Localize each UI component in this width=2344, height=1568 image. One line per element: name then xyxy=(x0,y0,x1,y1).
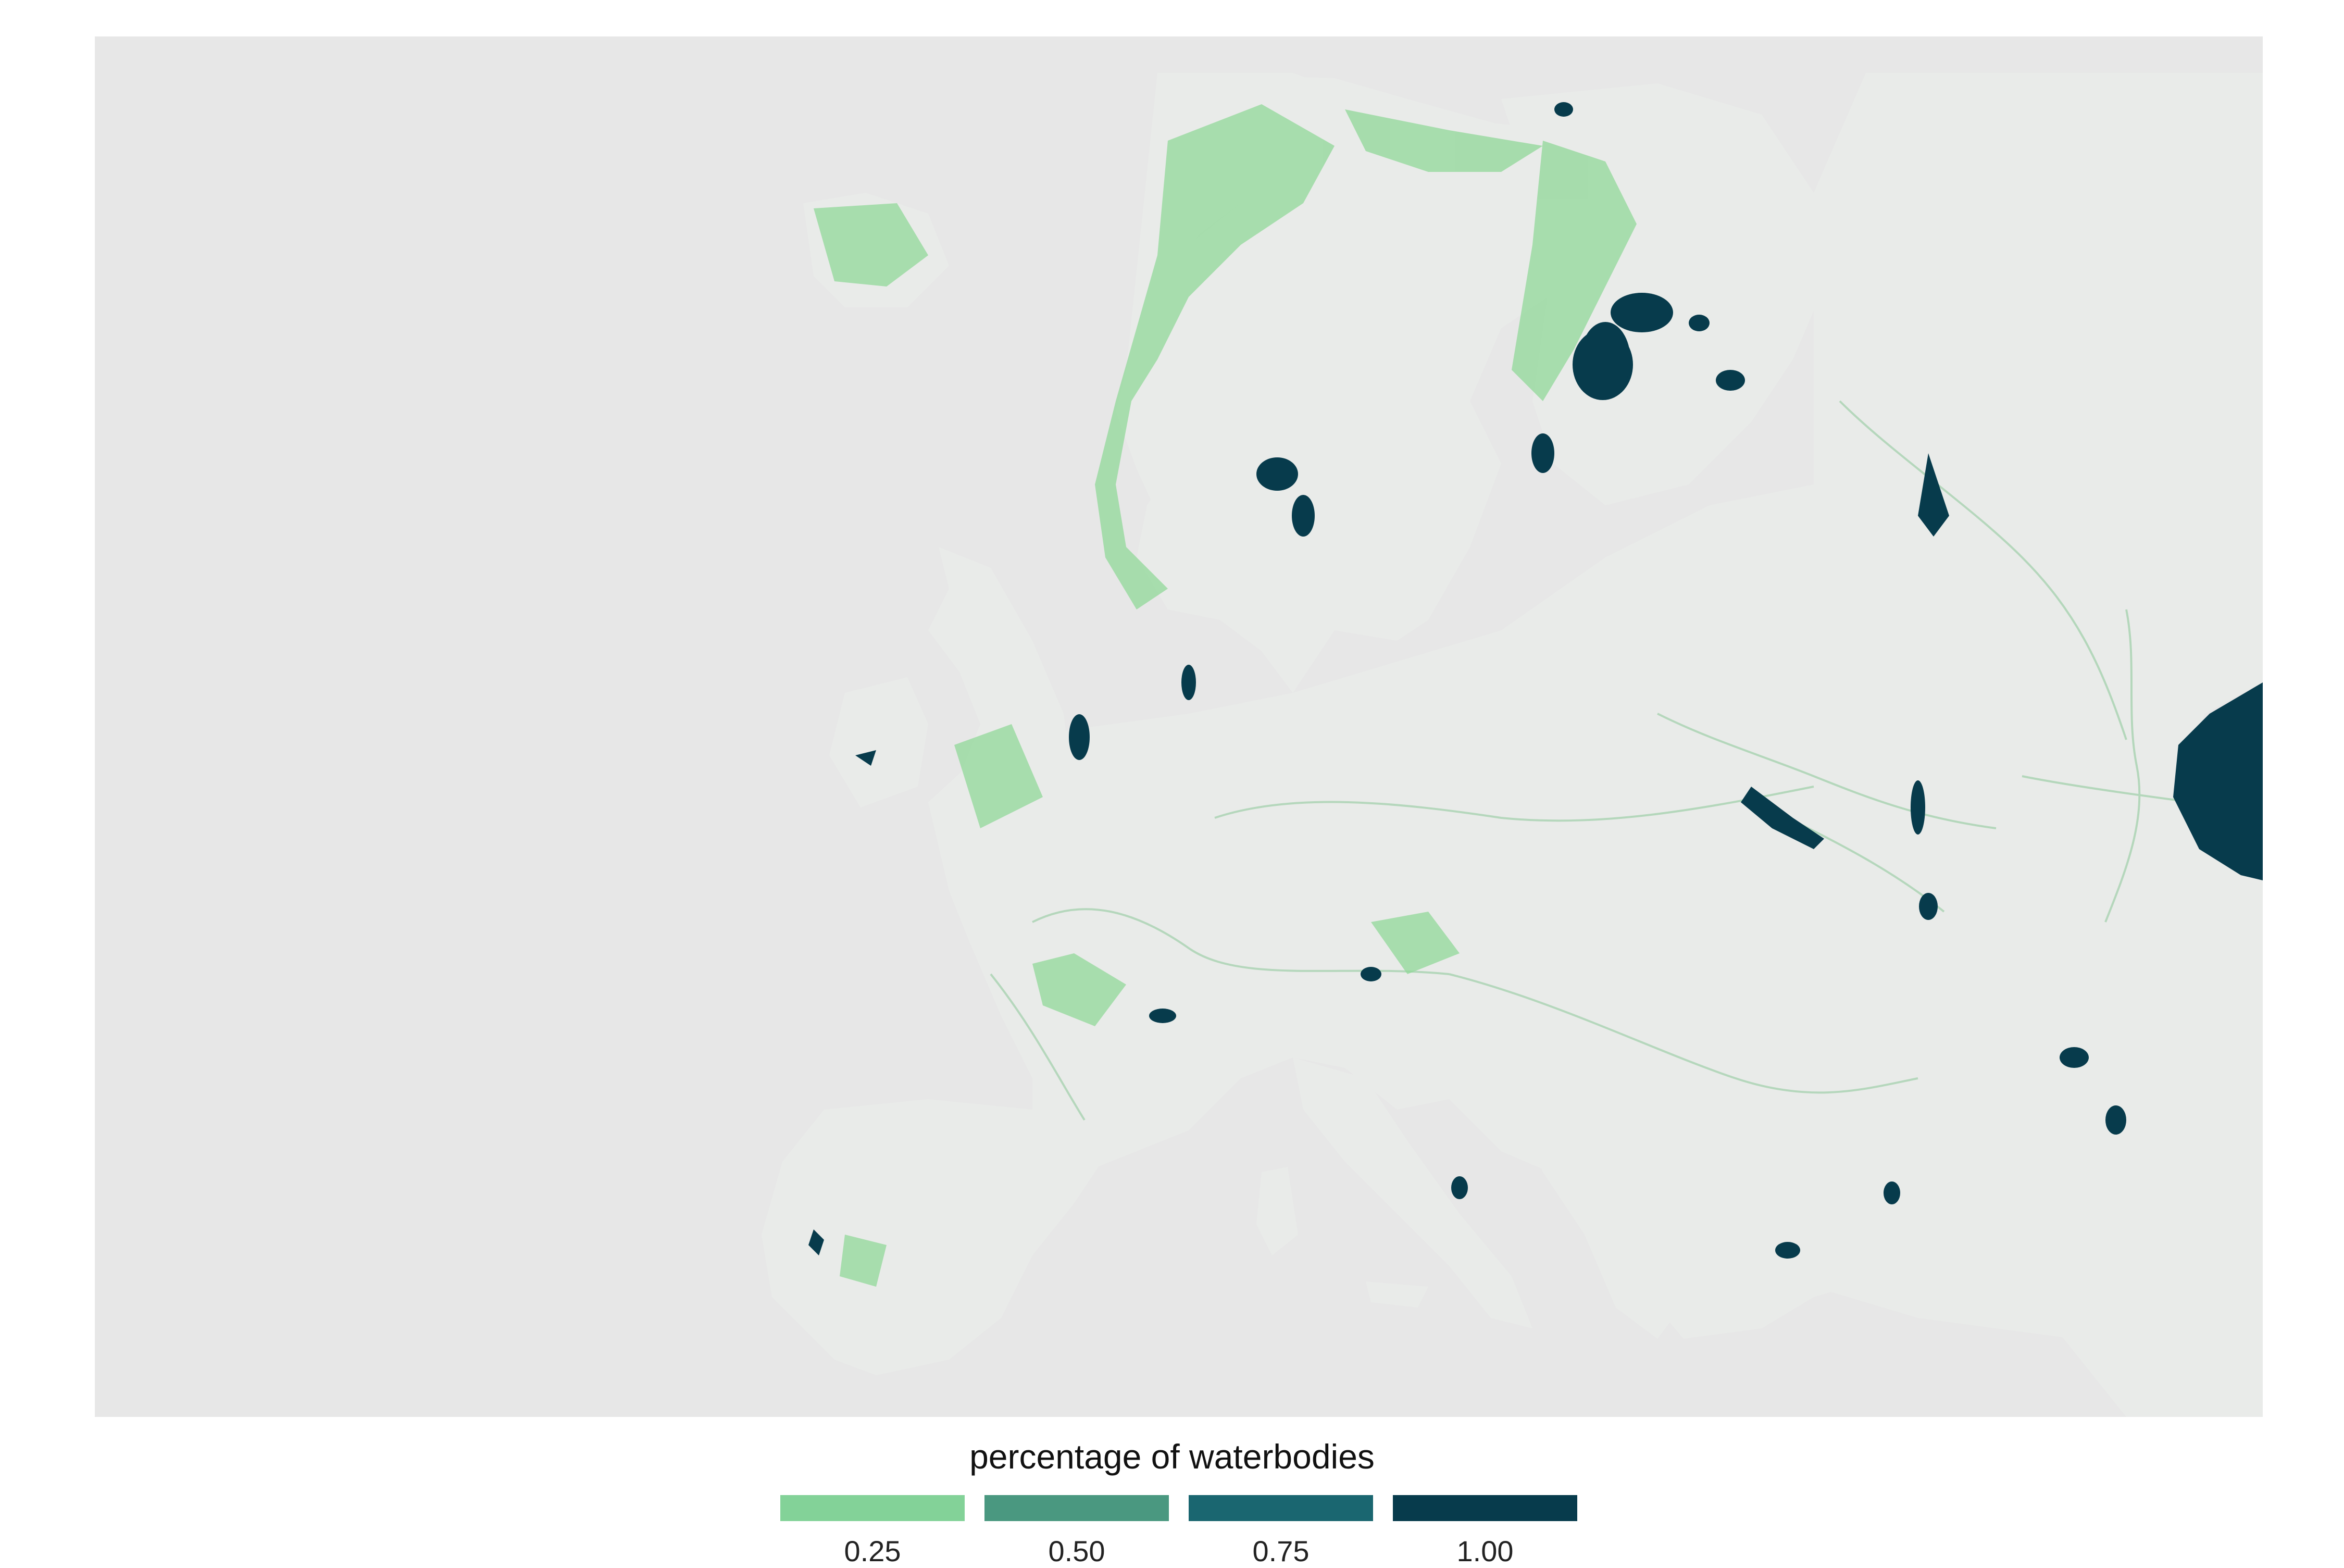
major-waterbodies xyxy=(808,102,2263,1259)
map-panel xyxy=(95,36,2263,1417)
legend-key-1.00: 1.00 xyxy=(1393,1495,1577,1567)
legend-label: 0.75 xyxy=(1252,1535,1310,1567)
low-water-areas xyxy=(814,104,1637,1287)
legend-label: 0.25 xyxy=(844,1535,901,1567)
legend-swatch xyxy=(1393,1495,1577,1521)
legend-key-0.50: 0.50 xyxy=(984,1495,1169,1567)
legend-swatch xyxy=(1189,1495,1373,1521)
legend-label: 1.00 xyxy=(1456,1535,1514,1567)
europe-waterbody-map xyxy=(762,73,2263,1417)
legend-keys: 0.25 0.50 0.75 1.00 xyxy=(780,1495,1577,1567)
legend-key-0.25: 0.25 xyxy=(780,1495,965,1567)
legend-swatch xyxy=(780,1495,965,1521)
legend-label: 0.50 xyxy=(1048,1535,1105,1567)
legend-title: percentage of waterbodies xyxy=(969,1437,1375,1476)
legend-swatch xyxy=(984,1495,1169,1521)
legend: percentage of waterbodies 0.25 0.50 0.75… xyxy=(0,1427,2344,1567)
legend-key-0.75: 0.75 xyxy=(1189,1495,1373,1567)
